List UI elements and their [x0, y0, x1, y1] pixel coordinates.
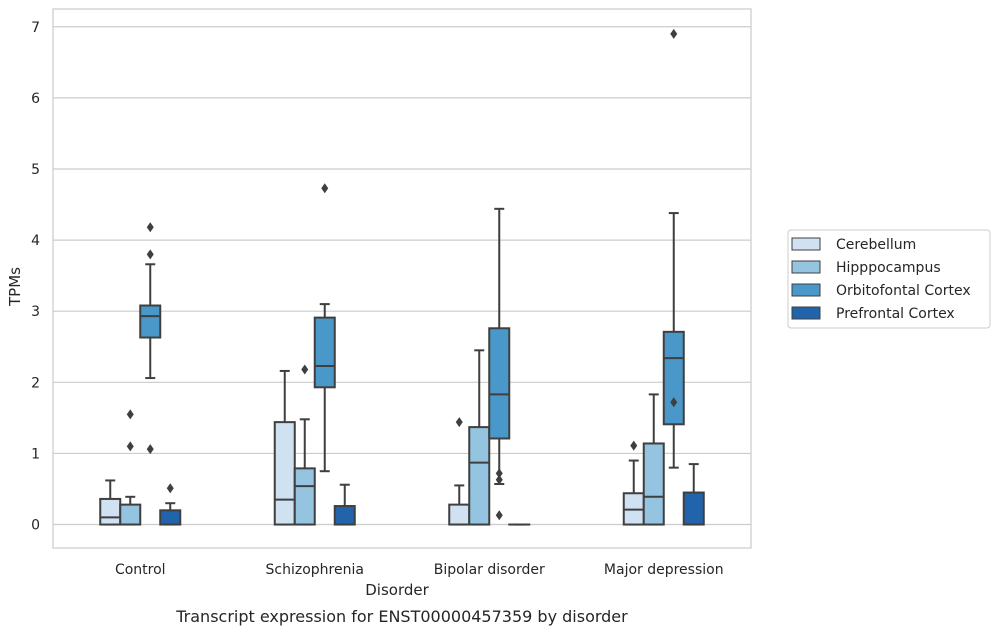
box-iqr — [468, 426, 491, 526]
box-cerebellum — [622, 440, 645, 526]
legend-label: Prefrontal Cortex — [836, 306, 955, 322]
box-orbitofontal-cortex — [662, 28, 685, 469]
x-axis-label: Disorder — [365, 581, 429, 599]
outlier-point — [455, 417, 463, 428]
legend-swatch — [791, 306, 821, 320]
box-iqr — [682, 491, 705, 526]
outlier-point — [146, 249, 154, 260]
box-iqr — [642, 442, 665, 526]
legend-label: Orbitofontal Cortex — [836, 283, 971, 299]
y-tick-label: 5 — [31, 162, 40, 178]
legend-swatch — [791, 237, 821, 251]
legend-label: Hipppocampus — [836, 260, 941, 276]
outlier-point — [146, 444, 154, 455]
box-prefrontal-cortex — [333, 483, 356, 526]
box-cerebellum — [273, 369, 296, 526]
outlier-point — [495, 510, 503, 521]
x-tick-label: Major depression — [604, 562, 724, 578]
outlier-point — [301, 364, 309, 375]
gridlines — [53, 26, 751, 526]
legend-swatch — [791, 283, 821, 297]
box-iqr — [488, 327, 511, 440]
box-iqr — [99, 497, 122, 526]
box-cerebellum — [99, 479, 122, 526]
box-prefrontal-cortex — [159, 483, 182, 526]
outlier-point — [630, 440, 638, 451]
box-orbitofontal-cortex — [488, 207, 511, 521]
y-tick-label: 2 — [31, 375, 40, 391]
box-orbitofontal-cortex — [139, 222, 162, 455]
box-hipppocampus — [642, 393, 665, 526]
y-tick-label: 3 — [31, 304, 40, 320]
outlier-point — [670, 397, 678, 408]
box-iqr — [159, 509, 182, 526]
y-ticks: 0 1 2 3 4 5 6 7 — [31, 20, 40, 534]
box-iqr — [448, 503, 471, 526]
box-orbitofontal-cortex — [313, 183, 336, 473]
box-hipppocampus — [293, 364, 316, 526]
box-iqr — [293, 467, 316, 526]
y-axis-label: TPMs — [6, 267, 24, 307]
outlier-point — [670, 28, 678, 39]
outlier-point — [495, 468, 503, 479]
x-tick-label: Control — [115, 562, 166, 578]
y-tick-label: 1 — [31, 446, 40, 462]
x-ticks: Control Schizophrenia Bipolar disorder Majo… — [115, 562, 724, 578]
y-tick-label: 4 — [31, 233, 40, 249]
legend: Cerebellum Hipppocampus Orbitofontal Corte… — [787, 229, 991, 329]
box-iqr — [273, 421, 296, 526]
boxes — [99, 28, 705, 526]
outlier-point — [126, 409, 134, 420]
x-tick-label: Bipolar disorder — [434, 562, 545, 578]
box-hipppocampus — [119, 409, 142, 526]
box-hipppocampus — [468, 349, 491, 526]
box-iqr — [662, 330, 685, 426]
outlier-point — [166, 483, 174, 494]
y-tick-label: 6 — [31, 91, 40, 107]
legend-swatch — [791, 260, 821, 274]
x-tick-label: Schizophrenia — [266, 562, 364, 578]
box-iqr — [119, 503, 142, 526]
legend-frame — [787, 229, 991, 329]
outlier-point — [146, 222, 154, 233]
box-iqr — [139, 304, 162, 339]
y-tick-label: 0 — [31, 518, 40, 534]
plot-frame — [52, 8, 752, 549]
outlier-point — [126, 441, 134, 452]
y-tick-label: 7 — [31, 20, 40, 36]
legend-label: Cerebellum — [836, 237, 916, 253]
box-iqr — [333, 505, 356, 526]
chart-caption: Transcript expression for ENST0000045735… — [175, 607, 628, 626]
box-cerebellum — [448, 417, 471, 526]
outlier-point — [321, 183, 329, 194]
outlier-point — [495, 474, 503, 485]
box-prefrontal-cortex — [682, 463, 705, 526]
box-iqr — [313, 316, 336, 389]
